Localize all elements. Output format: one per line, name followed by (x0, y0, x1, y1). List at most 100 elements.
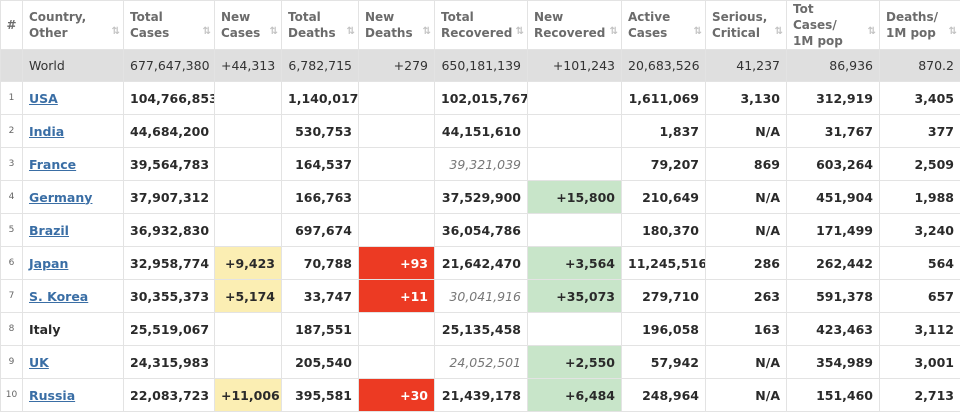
sort-icon: ⇅ (269, 26, 279, 37)
new-deaths-cell: +93 (358, 246, 435, 280)
country-link[interactable]: UK (29, 354, 49, 370)
country-link[interactable]: USA (29, 90, 58, 106)
row-index-cell (0, 49, 23, 82)
header-active-cases[interactable]: Active Cases ⇅ (621, 0, 706, 50)
table-row: 8 Italy 25,519,067 187,551 25,135,458 19… (0, 312, 960, 346)
table-row: 9 UK 24,315,983 205,540 24,052,501 +2,55… (0, 345, 960, 379)
new-recovered-cell: +35,073 (527, 279, 622, 313)
sort-icon: ⇅ (867, 26, 877, 37)
table-row: 5 Brazil 36,932,830 697,674 36,054,786 1… (0, 213, 960, 247)
total-cases-cell: 37,907,312 (123, 180, 215, 214)
new-recovered-cell (527, 81, 622, 115)
new-recovered-cell (527, 114, 622, 148)
new-deaths-cell (358, 180, 435, 214)
row-index-cell: 7 (0, 279, 23, 313)
total-deaths-cell: 166,763 (281, 180, 359, 214)
new-cases-cell (214, 345, 282, 379)
header-new-cases[interactable]: New Cases ⇅ (214, 0, 282, 50)
total-deaths-cell: 395,581 (281, 378, 359, 412)
serious-critical-cell: N/A (705, 114, 787, 148)
country-cell: Russia (22, 378, 124, 412)
country-cell: Japan (22, 246, 124, 280)
table-row: 3 France 39,564,783 164,537 39,321,039 7… (0, 147, 960, 181)
header-country[interactable]: Country, Other ⇅ (22, 0, 124, 50)
header-cases-per-1m[interactable]: Tot Cases/ 1M pop ⇅ (786, 0, 880, 50)
total-deaths-cell: 205,540 (281, 345, 359, 379)
new-recovered-cell: +3,564 (527, 246, 622, 280)
header-index[interactable]: # (0, 0, 23, 50)
total-recovered-cell: 21,642,470 (434, 246, 528, 280)
country-link[interactable]: Japan (29, 255, 69, 271)
country-link[interactable]: India (29, 123, 65, 139)
serious-critical-cell: 869 (705, 147, 787, 181)
serious-critical-cell: 3,130 (705, 81, 787, 115)
cases-per-1m-cell: 451,904 (786, 180, 880, 214)
total-deaths-cell: 6,782,715 (281, 49, 359, 82)
active-cases-cell: 1,837 (621, 114, 706, 148)
country-name: Italy (29, 321, 61, 337)
row-index-cell: 6 (0, 246, 23, 280)
country-link[interactable]: Germany (29, 189, 93, 205)
deaths-per-1m-cell: 564 (879, 246, 960, 280)
serious-critical-cell: 41,237 (705, 49, 787, 82)
total-recovered-cell: 36,054,786 (434, 213, 528, 247)
header-total-recovered[interactable]: Total Recovered ⇅ (434, 0, 528, 50)
cases-per-1m-cell: 354,989 (786, 345, 880, 379)
serious-critical-cell: 263 (705, 279, 787, 313)
table-row: 10 Russia 22,083,723 +11,006 395,581 +30… (0, 378, 960, 412)
new-deaths-cell (358, 114, 435, 148)
active-cases-cell: 196,058 (621, 312, 706, 346)
new-deaths-cell (358, 147, 435, 181)
cases-per-1m-cell: 171,499 (786, 213, 880, 247)
row-index-cell: 3 (0, 147, 23, 181)
cases-per-1m-cell: 262,442 (786, 246, 880, 280)
sort-icon: ⇅ (609, 26, 619, 37)
row-index-cell: 1 (0, 81, 23, 115)
deaths-per-1m-cell: 657 (879, 279, 960, 313)
header-new-recovered[interactable]: New Recovered ⇅ (527, 0, 622, 50)
active-cases-cell: 279,710 (621, 279, 706, 313)
total-recovered-cell: 24,052,501 (434, 345, 528, 379)
row-index-cell: 5 (0, 213, 23, 247)
new-recovered-cell: +6,484 (527, 378, 622, 412)
total-deaths-cell: 164,537 (281, 147, 359, 181)
deaths-per-1m-cell: 870.2 (879, 49, 960, 82)
deaths-per-1m-cell: 377 (879, 114, 960, 148)
serious-critical-cell: N/A (705, 213, 787, 247)
new-cases-cell (214, 114, 282, 148)
country-link[interactable]: S. Korea (29, 288, 89, 304)
new-recovered-cell (527, 312, 622, 346)
header-new-deaths[interactable]: New Deaths ⇅ (358, 0, 435, 50)
sort-icon: ⇅ (515, 26, 525, 37)
header-total-deaths[interactable]: Total Deaths ⇅ (281, 0, 359, 50)
new-deaths-cell (358, 81, 435, 115)
total-cases-cell: 36,932,830 (123, 213, 215, 247)
new-cases-cell (214, 147, 282, 181)
country-cell: S. Korea (22, 279, 124, 313)
country-cell: USA (22, 81, 124, 115)
cases-per-1m-cell: 312,919 (786, 81, 880, 115)
country-link[interactable]: Russia (29, 387, 76, 403)
total-cases-cell: 25,519,067 (123, 312, 215, 346)
sort-icon: ⇅ (422, 26, 432, 37)
sort-icon: ⇅ (111, 26, 121, 37)
total-recovered-cell: 102,015,767 (434, 81, 528, 115)
deaths-per-1m-cell: 2,713 (879, 378, 960, 412)
header-total-cases[interactable]: Total Cases ⇅ (123, 0, 215, 50)
active-cases-cell: 248,964 (621, 378, 706, 412)
header-deaths-per-1m[interactable]: Deaths/ 1M pop ⇅ (879, 0, 960, 50)
header-serious-critical[interactable]: Serious, Critical ⇅ (705, 0, 787, 50)
country-link[interactable]: France (29, 156, 77, 172)
deaths-per-1m-cell: 3,112 (879, 312, 960, 346)
deaths-per-1m-cell: 1,988 (879, 180, 960, 214)
new-deaths-cell: +30 (358, 378, 435, 412)
total-deaths-cell: 187,551 (281, 312, 359, 346)
total-deaths-cell: 1,140,017 (281, 81, 359, 115)
cases-per-1m-cell: 151,460 (786, 378, 880, 412)
total-cases-cell: 677,647,380 (123, 49, 215, 82)
country-cell: France (22, 147, 124, 181)
serious-critical-cell: N/A (705, 345, 787, 379)
country-link[interactable]: Brazil (29, 222, 69, 238)
header-row: # Country, Other ⇅ Total Cases ⇅ New Cases… (0, 0, 960, 50)
deaths-per-1m-cell: 3,240 (879, 213, 960, 247)
